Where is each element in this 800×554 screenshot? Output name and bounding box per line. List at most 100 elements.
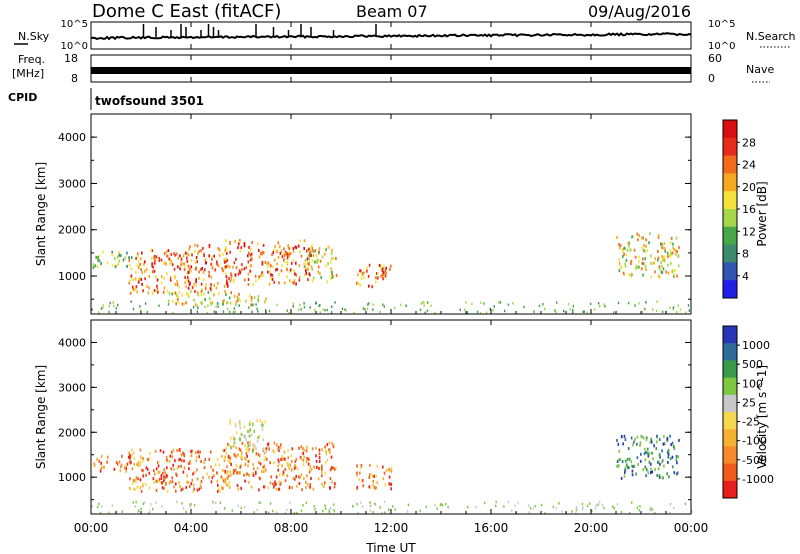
echo-cell — [238, 447, 241, 451]
echo-cell — [186, 292, 189, 296]
echo-cell — [221, 485, 223, 489]
echo-cell — [208, 475, 210, 479]
echo-cell — [286, 268, 288, 272]
echo-cell — [295, 273, 297, 277]
echo-cell — [228, 265, 231, 269]
echo-cell — [287, 462, 289, 466]
echo-cell — [677, 304, 679, 307]
echo-cell — [169, 480, 172, 484]
echo-cell — [208, 457, 210, 461]
echo-cell — [676, 310, 678, 314]
echo-cell — [175, 489, 177, 493]
echo-cell — [380, 264, 382, 268]
echo-cell — [118, 259, 121, 263]
echo-cell — [257, 453, 260, 457]
echo-cell — [173, 252, 175, 255]
echo-cell — [182, 254, 185, 258]
echo-cell — [628, 241, 630, 245]
echo-cell — [250, 298, 253, 302]
echo-cell — [222, 302, 224, 306]
echo-cell — [163, 262, 165, 265]
echo-cell — [575, 506, 578, 509]
echo-cell — [603, 303, 605, 306]
echo-cell — [210, 480, 213, 484]
echo-cell — [328, 510, 331, 514]
echo-cell — [187, 286, 190, 290]
echo-cell — [333, 503, 335, 506]
echo-cell — [640, 236, 643, 240]
echo-cell — [192, 305, 195, 309]
echo-cell — [266, 262, 268, 266]
power-frame — [90, 113, 692, 315]
echo-cell — [624, 466, 627, 470]
echo-cell — [263, 451, 266, 455]
colorbar-swatch — [723, 446, 737, 465]
echo-cell — [306, 458, 308, 462]
echo-cell — [284, 479, 287, 483]
echo-cell — [281, 458, 284, 461]
echo-cell — [276, 267, 278, 271]
echo-cell — [661, 449, 663, 453]
echo-cell — [517, 501, 519, 505]
echo-cell — [639, 441, 642, 445]
echo-cell — [190, 290, 192, 294]
echo-cell — [235, 266, 238, 270]
echo-cell — [641, 246, 643, 250]
echo-cell — [245, 437, 247, 441]
echo-cell — [274, 245, 276, 249]
echo-cell — [239, 426, 242, 430]
echo-cell — [424, 311, 426, 315]
echo-cell — [243, 473, 245, 477]
echo-cell — [186, 474, 188, 478]
echo-cell — [206, 472, 208, 476]
echo-cell — [269, 502, 272, 505]
echo-cell — [225, 257, 227, 261]
echo-cell — [302, 463, 305, 467]
echo-cell — [319, 272, 321, 276]
echo-cell — [152, 507, 154, 511]
echo-cell — [253, 429, 256, 433]
echo-cell — [318, 467, 320, 471]
echo-cell — [669, 306, 671, 309]
echo-cell — [306, 483, 309, 487]
echo-cell — [305, 449, 308, 453]
echo-cell — [572, 305, 575, 308]
echo-cell — [136, 463, 138, 467]
echo-cell — [177, 265, 179, 269]
echo-cell — [238, 420, 240, 424]
echo-cell — [261, 261, 264, 265]
echo-cell — [480, 301, 482, 304]
echo-cell — [300, 308, 302, 311]
echo-cell — [406, 510, 409, 513]
echo-cell — [150, 503, 152, 506]
echo-cell — [332, 508, 335, 512]
echo-cell — [248, 459, 250, 463]
echo-cell — [636, 456, 639, 460]
echo-cell — [620, 265, 623, 269]
echo-cell — [288, 467, 290, 470]
echo-cell — [370, 504, 372, 508]
echo-cell — [155, 255, 158, 259]
echo-cell — [353, 311, 355, 315]
echo-cell — [169, 278, 172, 282]
echo-cell — [200, 282, 203, 286]
echo-cell — [264, 420, 267, 424]
echo-cell — [111, 504, 114, 507]
echo-cell — [273, 450, 276, 454]
echo-cell — [309, 483, 311, 486]
echo-cell — [372, 479, 374, 483]
echo-cell — [238, 240, 241, 244]
echo-cell — [643, 452, 646, 456]
echo-cell — [356, 471, 358, 475]
echo-cell — [244, 435, 246, 438]
echo-cell — [657, 467, 660, 471]
echo-cell — [661, 310, 664, 313]
echo-cell — [664, 247, 666, 251]
echo-cell — [137, 464, 140, 468]
echo-cell — [155, 479, 158, 483]
echo-cell — [103, 465, 105, 469]
echo-cell — [152, 265, 154, 269]
colorbar-swatch — [723, 173, 737, 192]
